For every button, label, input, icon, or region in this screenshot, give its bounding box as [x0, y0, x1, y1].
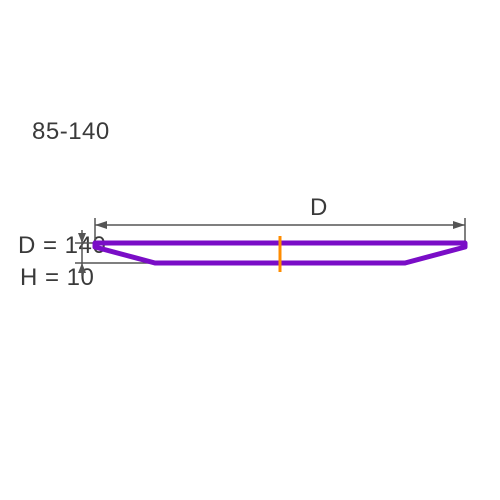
technical-diagram [0, 0, 500, 500]
